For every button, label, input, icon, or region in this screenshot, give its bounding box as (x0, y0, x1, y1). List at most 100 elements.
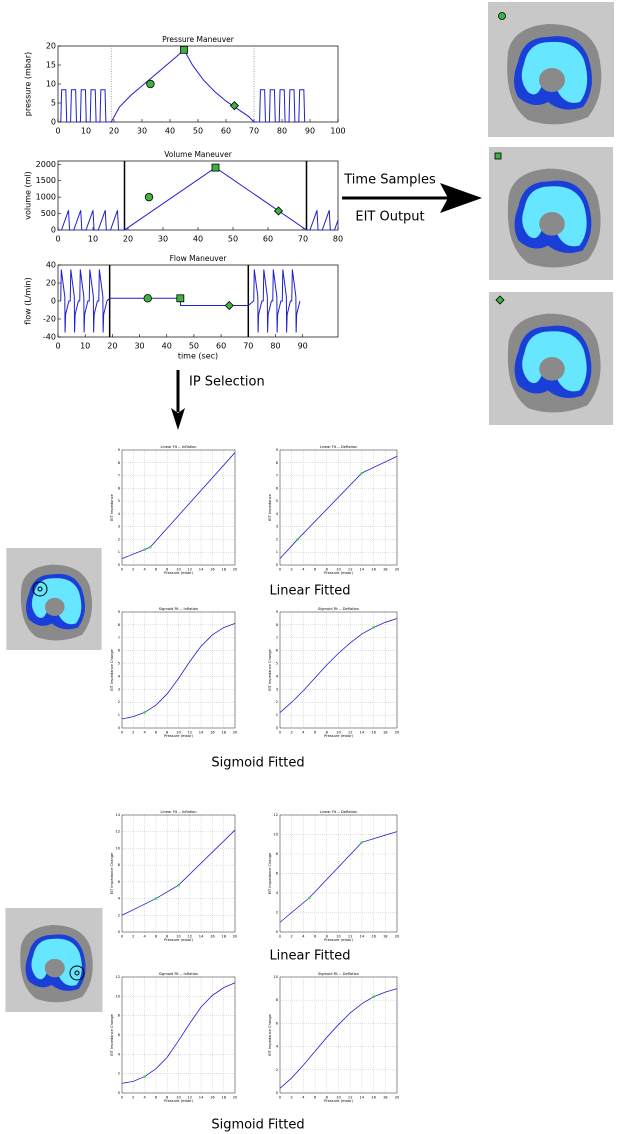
x-tick-label: 16 (210, 568, 215, 572)
x-tick-label: 20 (395, 935, 400, 939)
x-tick-label: 60 (263, 235, 273, 244)
y-tick-label: 0 (276, 930, 279, 934)
sample-marker (144, 295, 152, 303)
breakpoint (155, 897, 158, 900)
x-tick-label: 90 (298, 342, 308, 351)
y-tick-label: 2 (118, 913, 120, 917)
x-tick-label: 14 (360, 935, 365, 939)
y-tick-label: 9 (276, 610, 279, 614)
x-tick-label: 20 (233, 568, 238, 572)
y-axis-label: EIT Impedance (268, 493, 272, 520)
x-tick-label: 18 (221, 731, 226, 735)
x-tick-label: 20 (395, 1096, 400, 1100)
figure: Time Samples EIT Output IP Selection Lin… (0, 0, 617, 1134)
y-tick-label: 20 (46, 42, 56, 51)
data-line (122, 830, 235, 915)
y-tick-label: 7 (276, 474, 278, 478)
sample-icon (495, 153, 501, 159)
data-line (280, 456, 397, 558)
y-tick-label: 3 (118, 525, 120, 529)
x-tick-label: 0 (279, 731, 282, 735)
x-tick-label: 16 (371, 935, 376, 939)
y-tick-label: 9 (118, 448, 121, 452)
x-tick-label: 6 (155, 568, 158, 572)
chart-title: Volume Maneuver (164, 150, 233, 159)
x-tick-label: 14 (199, 935, 204, 939)
annotation: Time Samples (343, 173, 436, 188)
x-axis-label: time (sec) (178, 352, 218, 361)
x-tick-label: 0 (279, 568, 282, 572)
y-tick-label: 6 (276, 486, 279, 490)
y-tick-label: 0 (51, 118, 56, 127)
y-tick-label: 4 (118, 512, 121, 516)
chart-title: Pressure Maneuver (162, 35, 235, 44)
y-tick-label: 9 (118, 610, 121, 614)
x-axis-label: Pressure (mbar) (164, 571, 193, 575)
x-tick-label: 0 (55, 235, 60, 244)
x-tick-label: 0 (121, 935, 124, 939)
x-tick-label: 6 (314, 568, 317, 572)
y-tick-label: 1 (276, 550, 278, 554)
x-tick-label: 6 (314, 1096, 317, 1100)
annotation: Linear Fitted (269, 949, 350, 964)
x-tick-label: 18 (383, 568, 388, 572)
x-tick-label: 18 (383, 935, 388, 939)
x-tick-label: 4 (302, 568, 305, 572)
y-tick-label: 4 (118, 897, 121, 901)
y-tick-label: 1 (118, 713, 120, 717)
breakpoint (296, 538, 299, 541)
breakpoint (149, 546, 152, 549)
x-tick-label: 0 (279, 1096, 282, 1100)
x-tick-label: 2 (291, 568, 293, 572)
x-tick-label: 10 (81, 127, 91, 136)
y-tick-label: 0 (276, 563, 279, 567)
y-tick-label: 5 (118, 662, 120, 666)
y-tick-label: 10 (115, 846, 120, 850)
y-tick-label: 8 (276, 852, 279, 856)
y-tick-label: 4 (276, 1045, 279, 1049)
y-tick-label: 40 (46, 261, 56, 270)
x-tick-label: 6 (155, 935, 158, 939)
y-tick-label: 15 (46, 61, 56, 70)
annotation: Sigmoid Fitted (211, 756, 304, 771)
chart-title: Sigmoid Fit -- Inflation (159, 972, 198, 976)
y-tick-label: 12 (115, 975, 120, 979)
x-tick-label: 18 (383, 731, 388, 735)
x-tick-label: 20 (109, 127, 119, 136)
y-tick-label: 3 (118, 687, 120, 691)
breakpoint (361, 472, 364, 475)
sample-marker (147, 80, 155, 88)
y-tick-label: 1000 (36, 193, 56, 202)
x-tick-label: 14 (360, 568, 365, 572)
annotation: Linear Fitted (269, 584, 350, 599)
x-tick-label: 40 (165, 127, 175, 136)
y-axis-label: EIT Impedance Change (110, 1013, 114, 1055)
x-tick-label: 14 (199, 1096, 204, 1100)
x-tick-label: 20 (395, 568, 400, 572)
x-tick-label: 30 (158, 235, 168, 244)
sample-icon (499, 13, 506, 20)
y-tick-label: 0 (118, 563, 121, 567)
x-axis-label: Pressure (mbar) (324, 1099, 353, 1103)
y-tick-label: 6 (118, 649, 121, 653)
y-tick-label: 6 (276, 872, 279, 876)
y-tick-label: 20 (46, 279, 56, 288)
x-tick-label: 14 (360, 731, 365, 735)
y-tick-label: 2 (118, 700, 120, 704)
x-tick-label: 18 (221, 1096, 226, 1100)
chart-title: Sigmoid Fit -- Inflation (159, 607, 198, 611)
x-tick-label: 4 (302, 731, 305, 735)
y-tick-label: 1 (118, 550, 120, 554)
x-tick-label: 18 (221, 568, 226, 572)
x-tick-label: 60 (216, 342, 226, 351)
chart-title: Linear Fit -- Inflation (160, 445, 196, 449)
x-tick-label: 16 (371, 1096, 376, 1100)
eit-image (5, 908, 102, 1012)
y-tick-label: 7 (118, 636, 120, 640)
x-tick-label: 2 (132, 568, 134, 572)
x-tick-label: 2 (132, 935, 134, 939)
y-tick-label: 8 (118, 863, 121, 867)
y-axis-label: EIT Impedance Change (268, 1013, 272, 1055)
plot-frame (122, 450, 235, 565)
x-tick-label: 4 (143, 1096, 146, 1100)
